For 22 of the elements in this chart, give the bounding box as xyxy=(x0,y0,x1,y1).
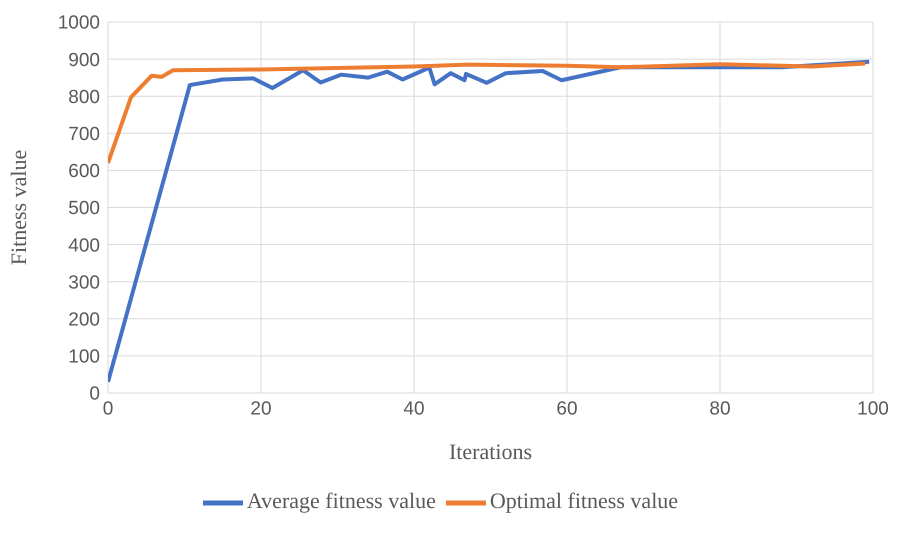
y-tick-label: 800 xyxy=(68,86,100,108)
x-axis-title: Iterations xyxy=(448,439,532,464)
y-tick-label: 100 xyxy=(68,346,100,368)
x-tick-label: 0 xyxy=(102,398,114,420)
y-tick-label: 1000 xyxy=(58,12,100,34)
y-tick-label: 500 xyxy=(68,198,100,220)
y-tick-label: 900 xyxy=(68,50,100,71)
x-tick-label: 40 xyxy=(403,398,425,420)
line-series xyxy=(108,62,868,165)
y-tick-label: 600 xyxy=(68,161,100,182)
x-tick-label: 80 xyxy=(709,398,731,420)
legend-label: Optimal fitness value xyxy=(490,488,678,514)
y-axis-title: Fitness value xyxy=(6,150,31,266)
legend-label: Average fitness value xyxy=(246,488,436,514)
x-tick-label: 60 xyxy=(556,398,578,420)
y-tick-label: 300 xyxy=(68,272,100,294)
x-tick-label: 100 xyxy=(857,398,889,420)
y-tick-label: 700 xyxy=(68,124,100,146)
y-tick-label: 0 xyxy=(89,384,100,405)
y-tick-label: 400 xyxy=(68,235,100,256)
y-tick-label: 200 xyxy=(68,310,100,331)
x-tick-label: 20 xyxy=(250,398,272,420)
